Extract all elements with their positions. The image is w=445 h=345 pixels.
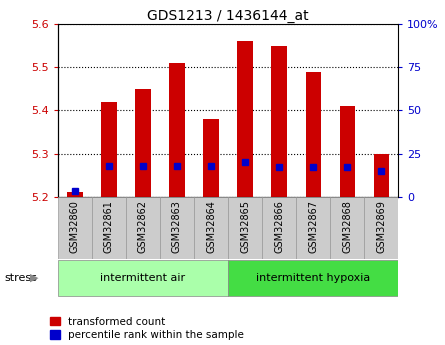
Text: intermittent hypoxia: intermittent hypoxia bbox=[256, 273, 370, 283]
Text: GSM32865: GSM32865 bbox=[240, 200, 250, 253]
Bar bbox=[364, 197, 398, 259]
Bar bbox=[271, 46, 287, 197]
Bar bbox=[228, 197, 262, 259]
Title: GDS1213 / 1436144_at: GDS1213 / 1436144_at bbox=[147, 9, 309, 23]
Bar bbox=[238, 41, 253, 197]
Bar bbox=[306, 71, 321, 197]
Bar bbox=[58, 259, 228, 296]
Bar bbox=[330, 197, 364, 259]
Text: GSM32867: GSM32867 bbox=[308, 200, 318, 253]
Text: GSM32864: GSM32864 bbox=[206, 200, 216, 253]
Bar bbox=[58, 197, 92, 259]
Bar bbox=[228, 259, 398, 296]
Bar bbox=[135, 89, 150, 197]
Text: intermittent air: intermittent air bbox=[101, 273, 186, 283]
Text: GSM32868: GSM32868 bbox=[342, 200, 352, 253]
Bar bbox=[340, 106, 355, 197]
Text: GSM32866: GSM32866 bbox=[274, 200, 284, 253]
Legend: transformed count, percentile rank within the sample: transformed count, percentile rank withi… bbox=[50, 317, 244, 340]
Text: GSM32869: GSM32869 bbox=[376, 200, 386, 253]
Bar bbox=[374, 154, 389, 197]
Bar bbox=[170, 63, 185, 197]
Bar bbox=[101, 102, 117, 197]
Bar bbox=[203, 119, 218, 197]
Bar bbox=[67, 193, 82, 197]
Bar bbox=[194, 197, 228, 259]
Bar bbox=[92, 197, 126, 259]
Bar bbox=[160, 197, 194, 259]
Bar bbox=[262, 197, 296, 259]
Text: GSM32860: GSM32860 bbox=[70, 200, 80, 253]
Text: ▶: ▶ bbox=[30, 273, 39, 283]
Text: GSM32861: GSM32861 bbox=[104, 200, 114, 253]
Bar bbox=[126, 197, 160, 259]
Bar bbox=[296, 197, 330, 259]
Text: GSM32863: GSM32863 bbox=[172, 200, 182, 253]
Text: GSM32862: GSM32862 bbox=[138, 200, 148, 253]
Text: stress: stress bbox=[4, 273, 37, 283]
